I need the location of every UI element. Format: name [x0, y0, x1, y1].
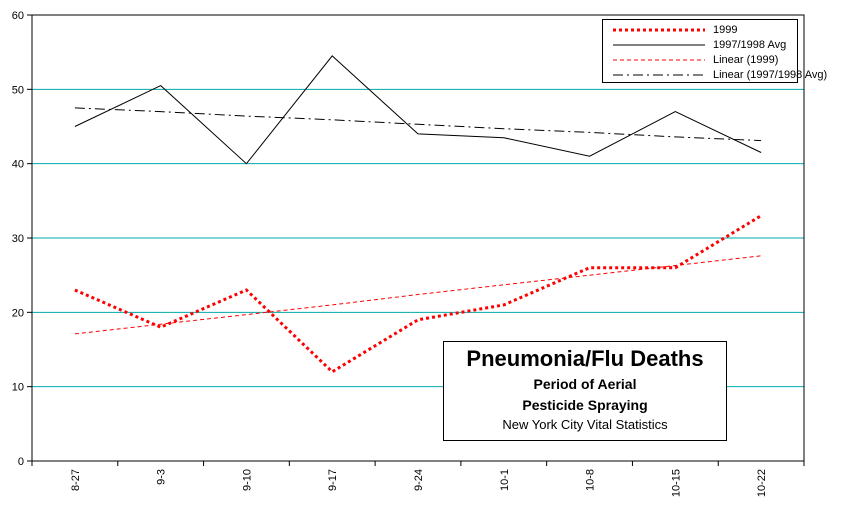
x-tick-label-10-1: 10-1 [499, 469, 511, 491]
series-line-1999 [74, 214, 762, 374]
x-tick-label-8-27: 8-27 [70, 469, 82, 491]
series-line-linear-1997-1998-avg- [74, 107, 762, 142]
x-tick-labels: 8-27 9-3 9-10 9-17 9-24 10-1 10-8 10-15 10-22 [70, 469, 768, 497]
x-tick-label-9-24: 9-24 [413, 469, 425, 491]
legend-swatch-avg [613, 44, 705, 46]
x-tick-label-9-10: 9-10 [241, 469, 253, 491]
y-tick-label-10: 10 [12, 382, 24, 394]
series-lines [74, 55, 762, 374]
x-tick-label-9-17: 9-17 [327, 469, 339, 491]
y-tick-label-40: 40 [12, 159, 24, 171]
y-tick-label-30: 30 [12, 233, 24, 245]
axes [27, 14, 805, 466]
chart-subtitle-line-2: Pesticide Spraying [522, 397, 648, 413]
legend: 1999 1997/1998 Avg Linear (1999) Linear … [602, 19, 827, 83]
y-tick-label-0: 0 [18, 456, 24, 468]
x-tick-label-9-3: 9-3 [156, 469, 168, 485]
x-tick-label-10-15: 10-15 [670, 469, 682, 497]
y-tick-label-50: 50 [12, 84, 24, 96]
legend-swatch-linear-1999 [613, 59, 705, 61]
legend-entry-1999: 1999 [603, 23, 797, 38]
chart-subtitle-line-1: Period of Aerial [533, 376, 637, 392]
series-line-1997-1998-avg [74, 55, 762, 165]
legend-label-linear-avg: Linear (1997/1998 Avg) [713, 69, 828, 81]
legend-entry-avg: 1997/1998 Avg [603, 38, 797, 53]
series-line-linear-1999- [74, 255, 762, 335]
chart-title: Pneumonia/Flu Deaths [466, 346, 704, 371]
chart-title-box: Pneumonia/Flu Deaths Period of Aerial Pe… [443, 341, 727, 441]
x-tick-label-10-22: 10-22 [756, 469, 768, 497]
legend-swatch-1999 [613, 28, 705, 32]
legend-entry-linear-1999: Linear (1999) [603, 53, 797, 68]
legend-label-1999: 1999 [713, 24, 738, 36]
legend-label-linear-1999: Linear (1999) [713, 54, 779, 66]
y-tick-label-60: 60 [12, 10, 24, 22]
chart-source: New York City Vital Statistics [502, 417, 668, 432]
legend-label-avg: 1997/1998 Avg [713, 39, 787, 51]
legend-swatch-linear-avg [613, 74, 705, 76]
y-tick-label-20: 20 [12, 307, 24, 319]
x-tick-label-10-8: 10-8 [585, 469, 597, 491]
y-tick-labels: 0 10 20 30 40 50 60 [12, 10, 24, 468]
legend-entry-linear-avg: Linear (1997/1998 Avg) [603, 68, 827, 83]
